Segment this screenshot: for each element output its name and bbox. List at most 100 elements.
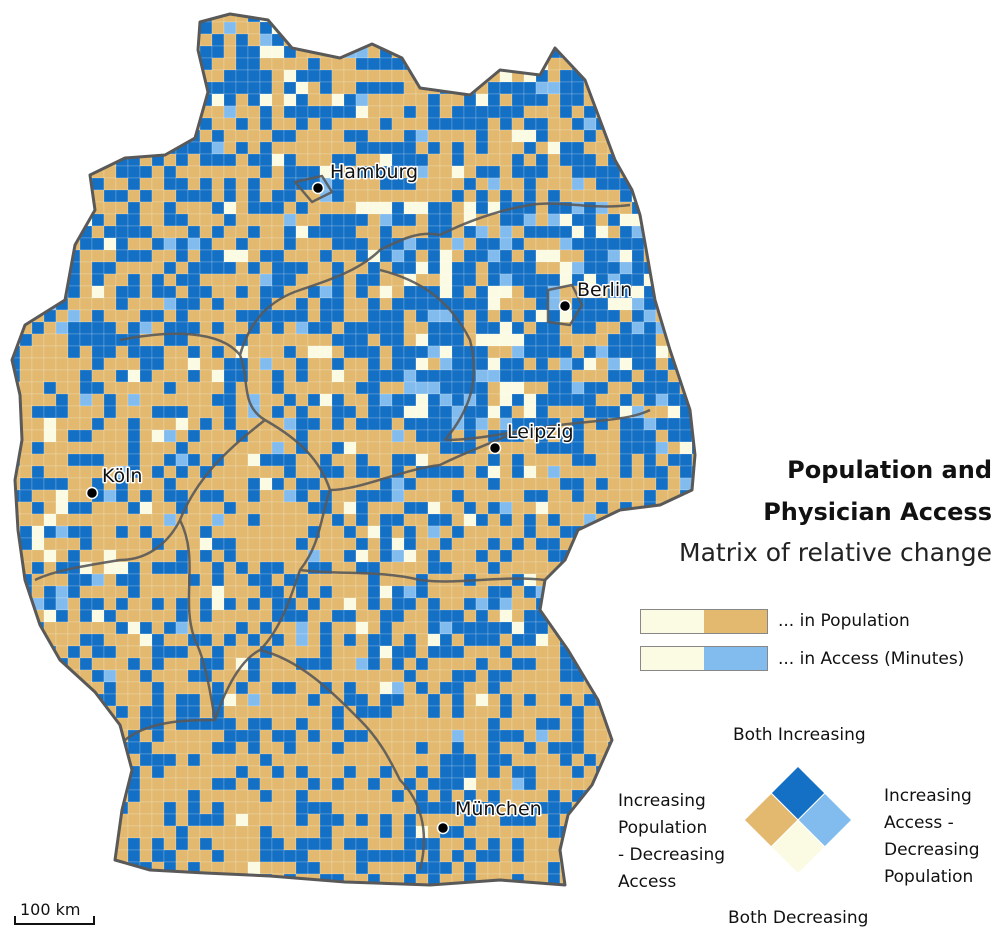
grid-cell bbox=[284, 886, 296, 898]
grid-cell bbox=[91, 33, 105, 47]
grid-cell bbox=[103, 225, 117, 239]
grid-cell bbox=[283, 621, 297, 635]
grid-cell bbox=[127, 21, 141, 35]
grid-cell bbox=[295, 309, 309, 323]
grid-cell bbox=[427, 693, 441, 707]
grid-cell bbox=[415, 129, 429, 143]
grid-cell bbox=[691, 369, 695, 383]
grid-cell bbox=[223, 69, 237, 83]
grid-cell bbox=[319, 333, 333, 347]
grid-cell bbox=[487, 333, 501, 347]
grid-cell bbox=[559, 21, 573, 35]
grid-cell bbox=[679, 117, 693, 131]
grid-cell bbox=[175, 309, 189, 323]
grid-cell bbox=[595, 837, 609, 851]
grid-cell bbox=[535, 549, 549, 563]
grid-cell bbox=[667, 249, 681, 263]
grid-cell bbox=[199, 177, 213, 191]
grid-cell bbox=[247, 177, 261, 191]
grid-cell bbox=[475, 297, 489, 311]
grid-cell bbox=[19, 261, 33, 275]
grid-cell bbox=[55, 153, 69, 167]
grid-cell bbox=[427, 69, 441, 83]
grid-cell bbox=[343, 573, 357, 587]
grid-cell bbox=[283, 693, 297, 707]
grid-cell bbox=[19, 609, 33, 623]
grid-cell bbox=[67, 537, 81, 551]
grid-cell bbox=[391, 741, 405, 755]
grid-cell bbox=[415, 345, 429, 359]
grid-cell bbox=[619, 14, 633, 23]
grid-cell bbox=[535, 141, 549, 155]
grid-cell bbox=[79, 537, 93, 551]
grid-cell bbox=[139, 681, 153, 695]
city-leipzig: Leipzig bbox=[488, 420, 575, 455]
grid-cell bbox=[643, 69, 657, 83]
grid-cell bbox=[31, 261, 45, 275]
grid-cell bbox=[19, 213, 33, 227]
grid-cell bbox=[535, 333, 549, 347]
grid-cell bbox=[283, 501, 297, 515]
grid-cell bbox=[391, 417, 405, 431]
grid-cell bbox=[427, 645, 441, 659]
grid-cell bbox=[439, 549, 453, 563]
grid-cell bbox=[12, 285, 21, 299]
grid-cell bbox=[175, 549, 189, 563]
grid-cell bbox=[12, 237, 21, 251]
grid-cell bbox=[403, 405, 417, 419]
grid-cell bbox=[19, 621, 33, 635]
grid-cell bbox=[235, 153, 249, 167]
grid-cell bbox=[331, 789, 345, 803]
grid-cell bbox=[115, 441, 129, 455]
grid-cell bbox=[547, 69, 561, 83]
grid-cell bbox=[259, 513, 273, 527]
grid-cell bbox=[367, 93, 381, 107]
grid-cell bbox=[247, 525, 261, 539]
grid-cell bbox=[223, 861, 237, 875]
grid-cell bbox=[43, 129, 57, 143]
grid-cell bbox=[571, 573, 585, 587]
grid-cell bbox=[271, 201, 285, 215]
grid-cell bbox=[367, 129, 381, 143]
grid-cell bbox=[691, 633, 695, 647]
grid-cell bbox=[247, 81, 261, 95]
grid-cell bbox=[475, 261, 489, 275]
grid-cell bbox=[655, 45, 669, 59]
grid-cell bbox=[151, 165, 165, 179]
grid-cell bbox=[235, 645, 249, 659]
grid-cell bbox=[571, 609, 585, 623]
grid-cell bbox=[343, 777, 357, 791]
grid-cell bbox=[283, 681, 297, 695]
grid-cell bbox=[259, 681, 273, 695]
grid-cell bbox=[103, 633, 117, 647]
grid-cell bbox=[91, 717, 105, 731]
grid-cell bbox=[91, 213, 105, 227]
grid-cell bbox=[415, 741, 429, 755]
grid-cell bbox=[619, 669, 633, 683]
grid-cell bbox=[511, 753, 525, 767]
grid-cell bbox=[607, 189, 621, 203]
grid-cell bbox=[415, 261, 429, 275]
grid-cell bbox=[415, 789, 429, 803]
grid-cell bbox=[79, 801, 93, 815]
grid-cell bbox=[295, 789, 309, 803]
grid-cell bbox=[463, 129, 477, 143]
grid-cell bbox=[667, 225, 681, 239]
grid-cell bbox=[307, 417, 321, 431]
grid-cell bbox=[463, 273, 477, 287]
grid-cell bbox=[163, 201, 177, 215]
grid-cell bbox=[55, 381, 69, 395]
grid-cell bbox=[379, 621, 393, 635]
grid-cell bbox=[12, 693, 21, 707]
grid-cell bbox=[343, 69, 357, 83]
grid-cell bbox=[139, 261, 153, 275]
grid-cell bbox=[235, 285, 249, 299]
grid-cell bbox=[247, 285, 261, 299]
grid-cell bbox=[187, 513, 201, 527]
grid-cell bbox=[103, 585, 117, 599]
grid-cell bbox=[283, 369, 297, 383]
grid-cell bbox=[451, 21, 465, 35]
grid-cell bbox=[19, 873, 33, 885]
grid-cell bbox=[439, 501, 453, 515]
grid-cell bbox=[259, 801, 273, 815]
